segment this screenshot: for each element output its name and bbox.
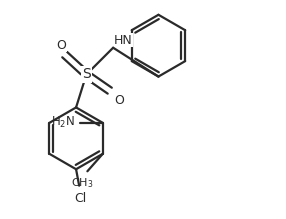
- Text: HN: HN: [114, 34, 133, 47]
- Text: CH$_3$: CH$_3$: [71, 177, 94, 190]
- Text: Cl: Cl: [74, 192, 86, 205]
- Text: O: O: [57, 39, 67, 52]
- Text: O: O: [114, 94, 124, 107]
- Text: S: S: [82, 67, 91, 81]
- Text: H$_2$N: H$_2$N: [51, 115, 75, 131]
